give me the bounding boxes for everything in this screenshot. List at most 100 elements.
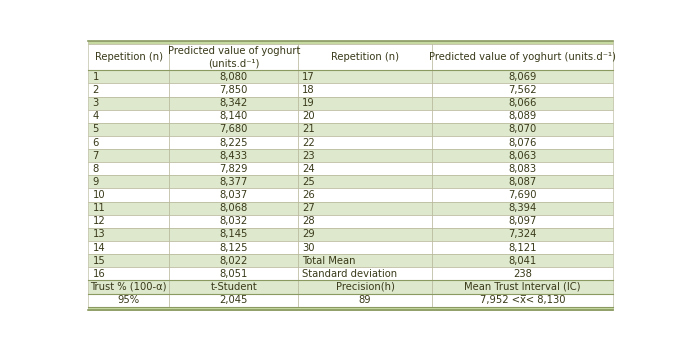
Text: 15: 15 bbox=[92, 256, 105, 266]
Bar bbox=[298, 254, 432, 267]
Bar bbox=[88, 149, 170, 162]
Bar bbox=[170, 97, 298, 110]
Text: 7,690: 7,690 bbox=[508, 190, 537, 200]
Bar bbox=[88, 175, 170, 189]
Bar bbox=[88, 215, 170, 228]
Text: 12: 12 bbox=[92, 216, 105, 226]
Bar bbox=[170, 110, 298, 123]
Text: 8,076: 8,076 bbox=[508, 137, 537, 148]
Text: 4: 4 bbox=[92, 111, 98, 121]
Text: 8: 8 bbox=[92, 164, 98, 174]
Bar bbox=[170, 136, 298, 149]
Bar bbox=[170, 267, 298, 280]
Bar bbox=[432, 123, 613, 136]
Text: 6: 6 bbox=[92, 137, 98, 148]
Bar bbox=[432, 254, 613, 267]
Text: Predicted value of yoghurt (units.d⁻¹): Predicted value of yoghurt (units.d⁻¹) bbox=[429, 52, 616, 62]
Text: 8,080: 8,080 bbox=[220, 72, 248, 82]
Text: 8,140: 8,140 bbox=[220, 111, 248, 121]
Text: 1: 1 bbox=[92, 72, 98, 82]
Bar bbox=[432, 97, 613, 110]
Bar bbox=[432, 162, 613, 175]
Bar bbox=[432, 110, 613, 123]
Bar bbox=[88, 189, 170, 202]
Bar bbox=[432, 294, 613, 307]
Text: 26: 26 bbox=[302, 190, 315, 200]
Text: 8,069: 8,069 bbox=[508, 72, 537, 82]
Bar bbox=[88, 228, 170, 241]
Text: 22: 22 bbox=[302, 137, 315, 148]
Text: 18: 18 bbox=[302, 85, 315, 95]
Bar bbox=[88, 254, 170, 267]
Bar bbox=[432, 84, 613, 97]
Bar bbox=[432, 241, 613, 254]
Bar bbox=[298, 162, 432, 175]
Bar bbox=[88, 267, 170, 280]
Text: Repetition (n): Repetition (n) bbox=[95, 52, 163, 62]
Bar bbox=[88, 280, 170, 294]
Text: 2,045: 2,045 bbox=[220, 295, 248, 305]
Text: 8,121: 8,121 bbox=[508, 242, 537, 253]
Text: 8,377: 8,377 bbox=[220, 177, 248, 187]
Text: 8,225: 8,225 bbox=[220, 137, 248, 148]
Bar bbox=[298, 189, 432, 202]
Bar bbox=[88, 241, 170, 254]
Text: 8,066: 8,066 bbox=[508, 98, 537, 108]
Text: 29: 29 bbox=[302, 229, 315, 239]
Text: 19: 19 bbox=[302, 98, 315, 108]
Text: 16: 16 bbox=[92, 269, 105, 279]
Text: 8,342: 8,342 bbox=[220, 98, 248, 108]
Bar bbox=[432, 228, 613, 241]
Bar bbox=[298, 110, 432, 123]
Text: 8,083: 8,083 bbox=[508, 164, 536, 174]
Text: 8,125: 8,125 bbox=[220, 242, 248, 253]
Bar bbox=[298, 280, 432, 294]
Text: 8,037: 8,037 bbox=[220, 190, 248, 200]
Text: 89: 89 bbox=[358, 295, 371, 305]
Bar bbox=[298, 123, 432, 136]
Bar bbox=[298, 84, 432, 97]
Text: Precision(h): Precision(h) bbox=[336, 282, 395, 292]
Bar bbox=[88, 123, 170, 136]
Text: Repetition (n): Repetition (n) bbox=[331, 52, 399, 62]
Text: Trust % (100-α): Trust % (100-α) bbox=[90, 282, 167, 292]
Text: 238: 238 bbox=[513, 269, 532, 279]
Text: 7: 7 bbox=[92, 151, 98, 161]
Text: 5: 5 bbox=[92, 124, 98, 134]
Text: 7,829: 7,829 bbox=[220, 164, 248, 174]
Bar bbox=[298, 149, 432, 162]
Bar bbox=[170, 241, 298, 254]
Bar bbox=[170, 149, 298, 162]
Bar bbox=[432, 70, 613, 84]
Text: 8,394: 8,394 bbox=[508, 203, 536, 213]
Bar bbox=[432, 267, 613, 280]
Text: 25: 25 bbox=[302, 177, 315, 187]
Text: 7,562: 7,562 bbox=[508, 85, 537, 95]
Text: 8,089: 8,089 bbox=[508, 111, 536, 121]
Text: 2: 2 bbox=[92, 85, 98, 95]
Bar bbox=[88, 41, 613, 44]
Bar bbox=[88, 307, 613, 310]
Text: 24: 24 bbox=[302, 164, 315, 174]
Bar bbox=[298, 202, 432, 215]
Bar bbox=[170, 162, 298, 175]
Text: Mean Trust Interval (IC): Mean Trust Interval (IC) bbox=[464, 282, 581, 292]
Bar bbox=[170, 70, 298, 84]
Text: 10: 10 bbox=[92, 190, 105, 200]
Text: 8,070: 8,070 bbox=[508, 124, 536, 134]
Bar bbox=[170, 189, 298, 202]
Text: 28: 28 bbox=[302, 216, 315, 226]
Bar bbox=[88, 97, 170, 110]
Bar bbox=[432, 280, 613, 294]
Bar bbox=[88, 202, 170, 215]
Text: 8,041: 8,041 bbox=[508, 256, 536, 266]
Bar bbox=[170, 280, 298, 294]
Bar bbox=[298, 241, 432, 254]
Text: 11: 11 bbox=[92, 203, 105, 213]
Text: 95%: 95% bbox=[118, 295, 140, 305]
Text: 7,680: 7,680 bbox=[220, 124, 248, 134]
Text: 7,850: 7,850 bbox=[220, 85, 248, 95]
Bar bbox=[170, 228, 298, 241]
Bar bbox=[298, 215, 432, 228]
Bar bbox=[88, 70, 170, 84]
